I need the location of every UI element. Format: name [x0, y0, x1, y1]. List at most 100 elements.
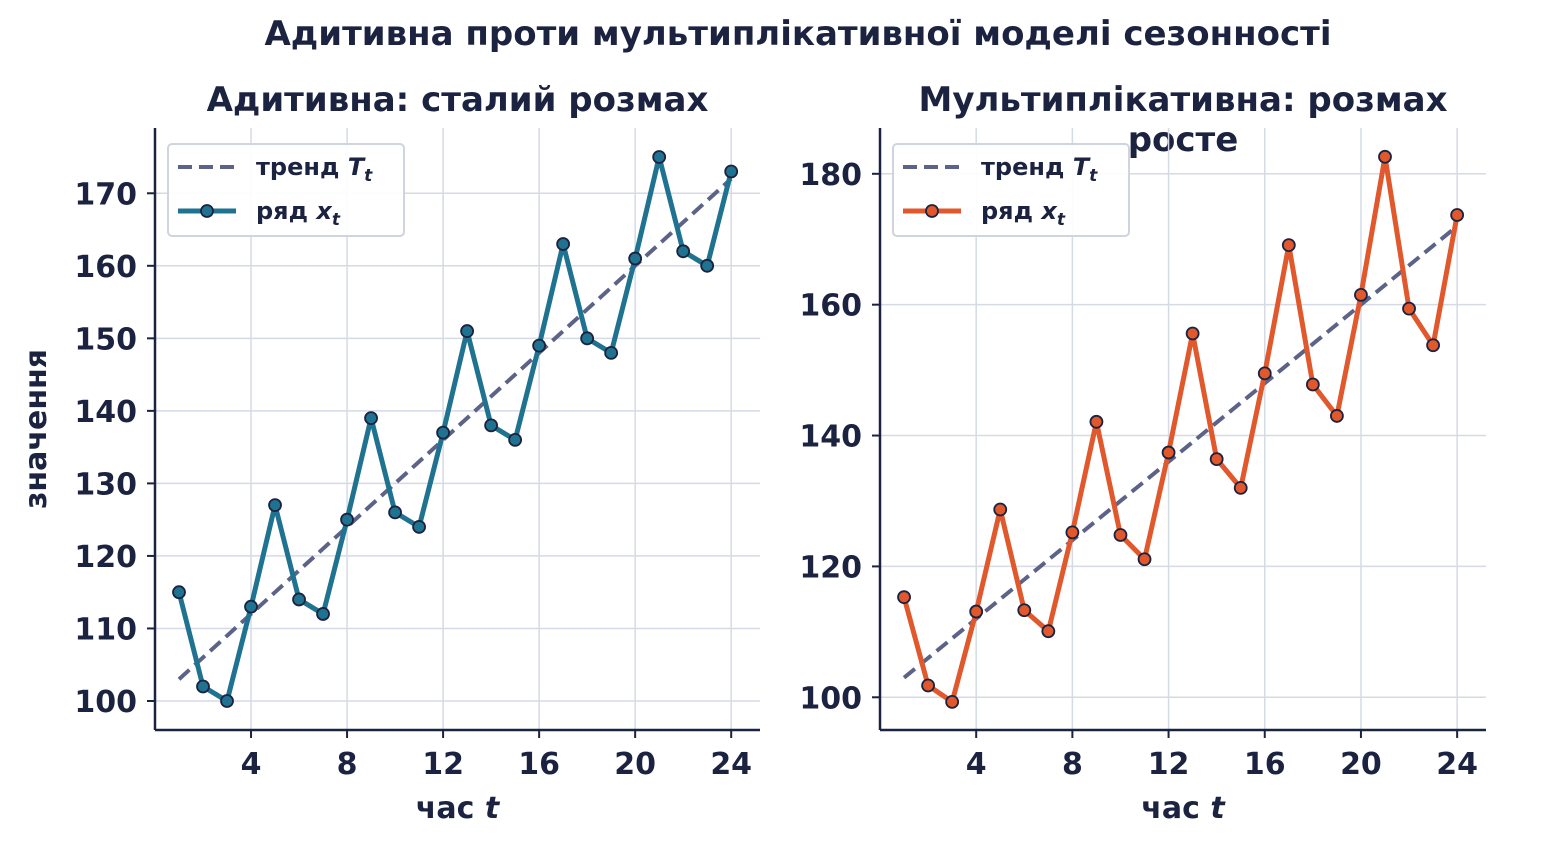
data-point	[1089, 414, 1104, 429]
data-point	[628, 251, 643, 266]
panel-title-additive: Адитивна: сталий розмах	[206, 80, 709, 120]
legend-label-symbol: x	[1040, 197, 1058, 225]
data-point	[1113, 528, 1128, 542]
legend-label-word: тренд	[981, 153, 1073, 181]
data-point	[652, 150, 667, 164]
y-tick-label: 120	[799, 550, 862, 585]
data-point	[220, 694, 234, 708]
data-point	[1257, 366, 1272, 381]
data-point	[676, 244, 691, 259]
trend-line	[902, 224, 1459, 680]
legend-label: тренд Tt	[981, 153, 1098, 186]
series-line	[901, 154, 1460, 705]
data-point	[1017, 603, 1032, 618]
data-point	[172, 585, 186, 600]
y-tick-label: 120	[74, 540, 137, 575]
legend-label: тренд Tt	[256, 153, 373, 186]
data-point	[244, 599, 258, 614]
legend-label-subscript: t	[1089, 166, 1098, 186]
data-point	[700, 258, 715, 273]
data-point	[508, 432, 523, 447]
legend-label-symbol: T	[348, 153, 366, 181]
data-point	[1354, 287, 1368, 302]
data-point	[340, 512, 354, 527]
legend-label-word: ряд	[256, 197, 316, 225]
trend-line	[177, 177, 733, 681]
y-tick-label: 140	[74, 395, 137, 430]
data-point	[556, 237, 571, 251]
panel-title-multiplicative: Мультиплікативна: розмах росте	[918, 80, 1448, 160]
x-axis-label: час t	[416, 791, 501, 826]
x-tick-label: 24	[710, 747, 752, 782]
y-tick-label: 100	[74, 685, 137, 720]
data-point	[945, 694, 960, 709]
x-tick-label: 8	[1062, 747, 1083, 782]
x-tick-label: 12	[422, 747, 464, 782]
data-point	[1305, 377, 1320, 392]
legend-label-subscript: t	[364, 166, 373, 186]
data-point	[268, 498, 282, 513]
x-axis-label-word: час	[1141, 791, 1210, 826]
data-point	[1209, 452, 1224, 467]
data-point	[1161, 445, 1176, 460]
legend-label-symbol: x	[315, 197, 333, 225]
data-point	[316, 607, 330, 621]
data-point	[1185, 326, 1200, 341]
data-point	[921, 678, 935, 693]
data-point	[1426, 338, 1440, 353]
y-tick-label: 100	[799, 681, 862, 716]
data-point	[897, 590, 911, 605]
y-tick-label: 160	[74, 250, 137, 285]
legend-label: ряд xt	[256, 197, 341, 230]
x-tick-label: 4	[241, 747, 262, 782]
data-point	[1137, 552, 1152, 567]
data-point	[1450, 208, 1465, 222]
y-tick-label: 130	[74, 467, 137, 502]
x-tick-label: 16	[518, 747, 560, 782]
data-point	[1330, 409, 1344, 423]
data-point	[1402, 301, 1416, 316]
data-point	[1041, 624, 1056, 639]
chart-panel-0: 4 8 12 16 20 24 100 110 120 130 140 150 160 170 час t з…	[19, 128, 760, 826]
legend-label-subscript: t	[332, 210, 341, 230]
data-point	[484, 418, 499, 433]
legend-label-symbol: T	[1073, 153, 1091, 181]
figure-title: Адитивна проти мультиплікативної моделі …	[264, 14, 1332, 54]
y-tick-label: 110	[74, 612, 137, 647]
legend-marker	[200, 204, 214, 218]
data-point	[993, 502, 1008, 517]
y-axis-label: значення	[19, 349, 54, 509]
y-tick-label: 140	[799, 420, 862, 455]
y-tick-label: 150	[74, 322, 137, 357]
y-tick-label: 180	[799, 158, 862, 193]
x-tick-label: 8	[337, 747, 358, 782]
x-axis-label-var: t	[485, 791, 501, 826]
data-point	[1233, 480, 1248, 495]
legend-label-word: ряд	[981, 197, 1041, 225]
x-tick-label: 16	[1244, 747, 1286, 782]
x-tick-label: 20	[1340, 747, 1382, 782]
data-point	[412, 520, 426, 534]
legend-marker	[925, 204, 939, 218]
legend-label: ряд xt	[981, 197, 1066, 230]
x-tick-label: 24	[1436, 747, 1478, 782]
data-point	[604, 345, 619, 360]
y-tick-label: 160	[799, 289, 862, 324]
data-point	[969, 604, 984, 619]
data-point	[460, 324, 475, 338]
x-axis-label-word: час	[416, 791, 485, 826]
data-point	[1065, 525, 1080, 540]
data-point	[1378, 149, 1392, 164]
data-point	[196, 679, 210, 694]
series-line	[176, 154, 734, 704]
data-point	[292, 592, 306, 607]
data-point	[724, 164, 739, 179]
data-point	[364, 411, 378, 426]
x-tick-label: 20	[614, 747, 656, 782]
data-point	[532, 338, 547, 353]
